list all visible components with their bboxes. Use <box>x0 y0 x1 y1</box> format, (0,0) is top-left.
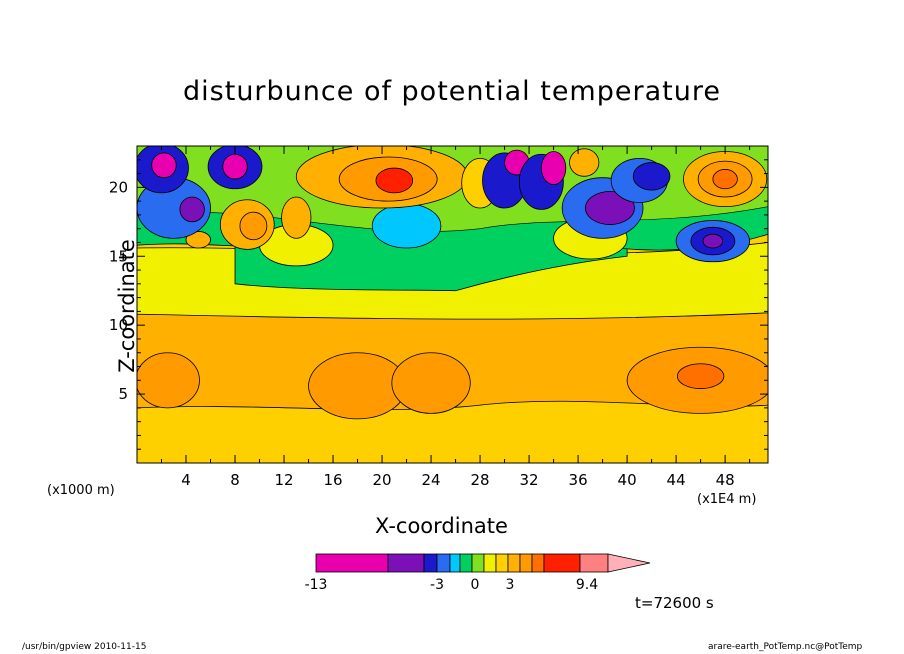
y-tick-label: 20 <box>109 178 128 196</box>
contour-blob <box>239 211 268 241</box>
colorbar-label: -13 <box>305 577 328 593</box>
contour-blob <box>371 203 442 249</box>
contour-blob <box>391 352 471 414</box>
contour-blob <box>375 167 414 194</box>
contour-blob <box>540 151 567 185</box>
plot-frame <box>136 145 769 464</box>
x-tick-label: 44 <box>667 471 686 489</box>
colorbar-segment <box>423 553 438 573</box>
colorbar-label: -3 <box>430 577 444 593</box>
colorbar-segment <box>531 553 545 573</box>
footer-file: arare-earth_PotTemp.nc@PotTemp <box>708 642 863 652</box>
colorbar-arrow <box>607 553 651 573</box>
colorbar-label: 0 <box>471 577 480 593</box>
x-axis-unit-left: (x1000 m) <box>47 483 115 498</box>
x-tick-label: 8 <box>230 471 240 489</box>
contour-blob <box>137 352 200 409</box>
colorbar-label: 9.4 <box>576 577 598 593</box>
y-tick-label: 10 <box>109 316 128 334</box>
contour-blob <box>702 233 724 249</box>
colorbar-segment <box>579 553 609 573</box>
contour-blob <box>222 153 248 180</box>
colorbar-segment <box>459 553 473 573</box>
time-label: t=72600 s <box>635 594 714 612</box>
colorbar-segment <box>436 553 451 573</box>
colorbar-segment <box>315 553 389 573</box>
contour-field <box>137 146 768 463</box>
x-axis-unit-right: (x1E4 m) <box>697 492 757 507</box>
x-tick-label: 12 <box>274 471 293 489</box>
contour-blob <box>179 196 205 223</box>
x-tick-label: 24 <box>422 471 441 489</box>
contour-blob <box>712 169 738 190</box>
contour-blob <box>151 152 177 179</box>
x-tick-label: 36 <box>569 471 588 489</box>
colorbar-segment <box>507 553 521 573</box>
colorbar-segment <box>449 553 461 573</box>
colorbar-segment <box>471 553 485 573</box>
x-tick-label: 4 <box>181 471 191 489</box>
x-tick-label: 32 <box>520 471 539 489</box>
x-tick-label: 20 <box>373 471 392 489</box>
x-tick-label: 16 <box>323 471 342 489</box>
contour-blob <box>676 363 725 389</box>
colorbar-segment <box>519 553 533 573</box>
y-tick-label: 15 <box>109 247 128 265</box>
contour-blob <box>185 231 211 249</box>
x-tick-label: 40 <box>618 471 637 489</box>
colorbar-label: 3 <box>506 577 515 593</box>
x-tick-label: 48 <box>716 471 735 489</box>
chart-title: disturbunce of potential temperature <box>183 76 721 107</box>
colorbar-segment <box>387 553 425 573</box>
colorbar-segment <box>483 553 497 573</box>
colorbar: -13 -3 0 3 9.4 <box>305 553 651 593</box>
contour-blob <box>585 191 635 225</box>
x-axis-label: X-coordinate <box>375 514 508 538</box>
contour-blob <box>632 162 671 191</box>
colorbar-segment <box>495 553 509 573</box>
x-tick-label: 28 <box>471 471 490 489</box>
contour-blob <box>281 196 312 239</box>
colorbar-segment <box>543 553 581 573</box>
footer-command: /usr/bin/gpview 2010-11-15 <box>22 642 147 652</box>
y-tick-label: 5 <box>118 385 128 403</box>
contour-blob <box>569 148 600 177</box>
